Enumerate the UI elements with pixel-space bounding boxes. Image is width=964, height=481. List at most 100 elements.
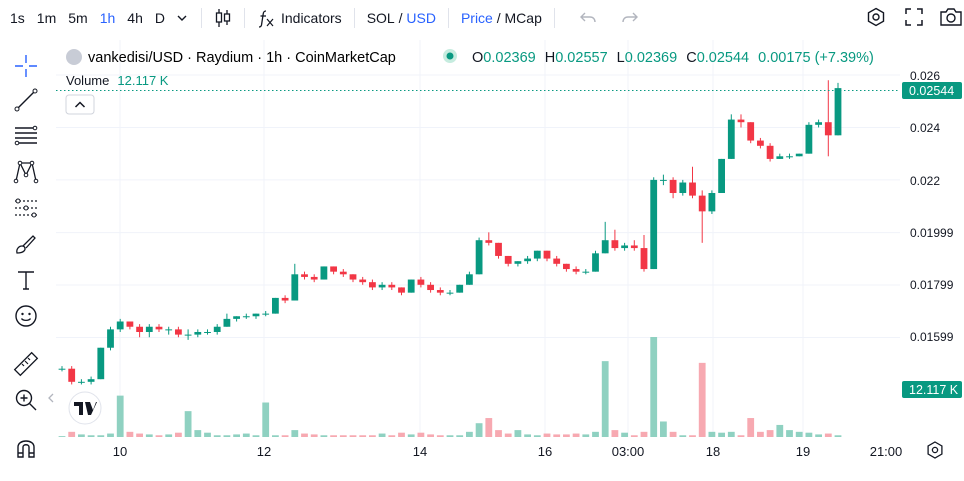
collapse-button-bg	[65, 94, 95, 115]
price-mcap-toggle[interactable]: Price / MCap	[457, 10, 546, 26]
candle-body	[320, 266, 328, 280]
timeframe-4h[interactable]: 4h	[127, 10, 143, 26]
candle-body	[116, 321, 124, 330]
forecast-tool[interactable]	[12, 194, 40, 222]
toolbar-divider	[553, 8, 555, 28]
undo-button[interactable]	[575, 11, 601, 25]
currency-quote: USD	[406, 10, 436, 26]
chevron-up-icon	[74, 101, 86, 108]
timeframe-5m[interactable]: 5m	[68, 10, 88, 26]
timeframe-1h[interactable]: 1h	[99, 10, 116, 26]
volume-bar	[776, 424, 784, 437]
volume-bar	[650, 337, 658, 437]
text-tool[interactable]	[12, 266, 40, 294]
candle-body	[262, 313, 270, 315]
candle-body	[213, 326, 221, 332]
volume-bar	[281, 435, 289, 437]
currency-base: SOL	[366, 10, 395, 26]
candle-body	[78, 381, 85, 383]
candle-body	[466, 274, 473, 285]
zoom-tool[interactable]	[12, 386, 40, 414]
volume-bar	[252, 435, 260, 437]
volume-bar	[669, 431, 677, 437]
x-tick-label: 18	[706, 444, 720, 459]
symbol-title[interactable]: vankedisi/USD · Raydium · 1h · CoinMarke…	[88, 50, 396, 66]
timeframe-dropdown[interactable]	[171, 10, 193, 26]
redo-button[interactable]	[617, 11, 643, 25]
candle-body	[834, 88, 842, 136]
settings-icon	[927, 441, 943, 459]
tradingview-logo-bg	[68, 391, 102, 425]
settings-button[interactable]	[862, 7, 890, 27]
volume-bar	[834, 435, 842, 437]
candle-body	[630, 245, 638, 249]
undo-icon	[579, 12, 596, 23]
volume-bar	[446, 435, 454, 437]
time-axis: 10 12 14 16 03:00 18 19 21:00	[113, 444, 903, 459]
y-tick-label: 0.026	[910, 69, 940, 83]
volume-bar	[630, 435, 638, 437]
chevron-down-icon	[177, 15, 187, 21]
l-label: L	[617, 50, 625, 66]
x-tick-label: 19	[796, 444, 810, 459]
screenshot-button[interactable]	[935, 7, 964, 27]
volume-bar	[291, 430, 299, 437]
tradingview-logo-icon	[74, 402, 97, 415]
tradingview-logo[interactable]	[68, 391, 102, 425]
volume-bar	[78, 434, 85, 437]
volume-bar	[136, 433, 143, 437]
volume-bar	[747, 418, 755, 437]
fib-tool[interactable]	[12, 122, 40, 150]
status-dot	[446, 52, 454, 60]
volume-bar	[116, 395, 124, 437]
candle-body	[524, 258, 531, 262]
emoji-tool[interactable]	[12, 302, 40, 330]
brush-tool[interactable]	[12, 230, 40, 258]
collapse-legend-button[interactable]	[65, 94, 95, 115]
toolbar-divider	[200, 8, 202, 28]
pattern-tool[interactable]	[12, 158, 40, 186]
candle-body	[204, 331, 211, 333]
timeframe-d[interactable]: D	[154, 10, 165, 26]
c-label: C	[686, 50, 696, 66]
volume-bar	[330, 435, 337, 437]
volume-bar	[456, 435, 464, 437]
fullscreen-button[interactable]	[900, 7, 928, 27]
volume-bar	[242, 433, 250, 437]
volume-bar	[582, 434, 590, 437]
candle-body	[87, 379, 95, 382]
crosshair-icon	[15, 55, 37, 77]
volume-bar	[689, 435, 696, 437]
volume-bar	[485, 418, 493, 437]
timeframe-group: 1s 1m 5m 1h 4h D	[4, 10, 193, 26]
volume-bar	[184, 411, 192, 437]
timeframe-1m[interactable]: 1m	[36, 10, 57, 26]
o-value: 0.02369	[483, 50, 535, 66]
volume-bar	[572, 433, 580, 437]
volume-bar	[592, 431, 599, 437]
candle-body	[533, 250, 541, 259]
candle-body	[233, 316, 240, 319]
chart-type-button[interactable]	[210, 8, 236, 28]
volume-bar	[68, 431, 76, 437]
magnet-tool[interactable]	[12, 434, 40, 462]
trend-line-tool[interactable]	[12, 86, 40, 114]
collapse-arrow-icon[interactable]	[48, 393, 54, 403]
crosshair-tool[interactable]	[12, 52, 40, 80]
timeframe-1s[interactable]: 1s	[10, 10, 25, 26]
mcap-label: MCap	[504, 10, 542, 26]
candle-body	[145, 326, 153, 332]
volume-bar	[475, 423, 483, 437]
axis-settings-button[interactable]	[927, 441, 943, 459]
candles-icon	[215, 9, 231, 27]
candle-body	[786, 156, 793, 158]
volume-bar	[310, 434, 318, 437]
volume-bar	[757, 431, 764, 437]
indicators-button[interactable]: Indicators	[253, 8, 346, 28]
volume-bar	[563, 434, 570, 437]
candle-body	[446, 292, 454, 294]
currency-toggle[interactable]: SOL / USD	[363, 10, 440, 26]
candle-body	[824, 122, 832, 136]
ruler-tool[interactable]	[12, 350, 40, 378]
